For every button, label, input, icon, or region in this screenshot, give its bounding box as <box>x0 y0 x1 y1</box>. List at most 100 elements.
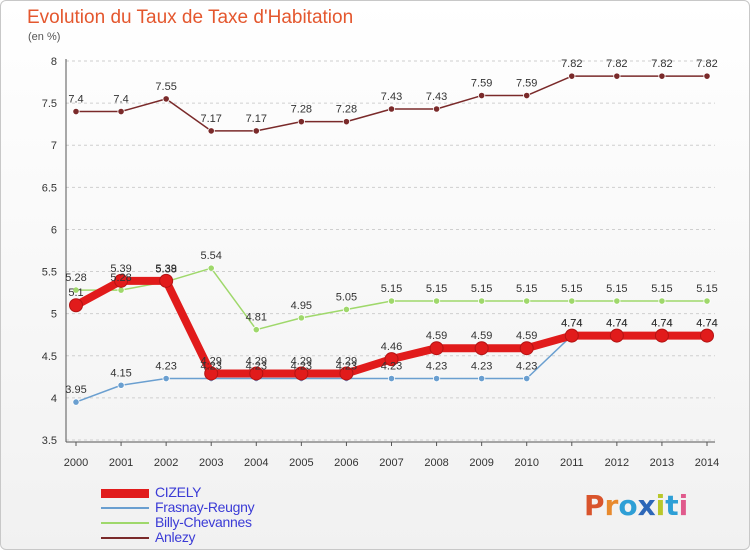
data-point <box>342 305 351 314</box>
data-point <box>387 374 396 383</box>
legend-label: CIZELY <box>155 484 202 500</box>
logo-letter: r <box>604 489 619 522</box>
data-label: 5.15 <box>561 283 582 295</box>
data-label: 4.23 <box>291 361 312 373</box>
data-label: 4.29 <box>336 355 357 367</box>
data-label: 7.4 <box>68 94 83 106</box>
data-label: 4.95 <box>291 300 312 312</box>
data-point <box>474 341 489 356</box>
data-point <box>432 297 441 305</box>
data-label: 5.15 <box>381 283 402 295</box>
x-tick-label: 2007 <box>379 457 403 469</box>
x-tick-label: 2011 <box>560 457 584 469</box>
y-tick-label: 6 <box>51 224 57 236</box>
legend-label: Billy-Chevannes <box>155 514 252 530</box>
data-label: 7.17 <box>246 113 267 125</box>
logo-letter: i <box>655 489 666 522</box>
x-tick-label: 2008 <box>424 457 448 469</box>
data-label: 7.43 <box>381 91 402 103</box>
data-point <box>568 72 576 80</box>
data-label: 5.28 <box>110 272 131 284</box>
y-tick-label: 4 <box>51 393 57 405</box>
data-point <box>519 341 534 356</box>
x-tick-label: 2002 <box>154 457 178 469</box>
data-point <box>204 366 219 381</box>
data-point <box>429 341 444 356</box>
data-point <box>207 264 215 272</box>
data-label: 4.74 <box>606 318 627 330</box>
logo-letter: i <box>678 489 689 522</box>
data-point <box>658 297 666 305</box>
data-label: 4.59 <box>516 330 537 342</box>
data-point <box>339 366 354 381</box>
data-label: 4.23 <box>246 361 267 373</box>
data-label: 4.23 <box>336 361 357 373</box>
legend-swatch <box>101 488 149 498</box>
data-point <box>523 91 531 100</box>
chart-title: Evolution du Taux de Taxe d'Habitation <box>27 7 354 28</box>
data-label: 4.81 <box>246 312 267 324</box>
data-label: 7.55 <box>155 81 176 93</box>
data-label: 4.23 <box>201 361 222 373</box>
data-label: 7.82 <box>651 58 672 70</box>
data-point <box>613 297 621 305</box>
data-point <box>162 374 170 383</box>
data-label: 7.17 <box>201 113 222 125</box>
data-label: 7.59 <box>516 78 537 90</box>
data-point <box>478 91 486 100</box>
data-label: 7.82 <box>606 58 627 70</box>
x-tick-label: 2000 <box>64 457 88 469</box>
data-label: 4.29 <box>291 355 312 367</box>
data-label: 4.23 <box>155 361 176 373</box>
data-label: 4.23 <box>471 361 492 373</box>
data-label: 5.15 <box>606 283 627 295</box>
y-tick-label: 3.5 <box>42 435 57 447</box>
logo-letter: x <box>637 489 656 522</box>
data-label: 5.39 <box>110 263 131 275</box>
data-point <box>117 107 125 116</box>
data-label: 5.38 <box>155 264 176 276</box>
data-point <box>613 72 621 80</box>
data-point <box>207 127 215 135</box>
data-label: 4.74 <box>696 318 717 330</box>
x-tick-label: 2006 <box>334 457 358 469</box>
y-tick-label: 5 <box>51 309 57 321</box>
data-label: 5.15 <box>696 283 717 295</box>
x-tick-label: 2009 <box>469 457 493 469</box>
data-point <box>387 297 396 305</box>
y-tick-label: 7.5 <box>42 98 57 110</box>
data-point <box>609 328 624 343</box>
x-tick-label: 2010 <box>514 457 538 469</box>
data-label: 5.28 <box>65 272 86 284</box>
data-label: 7.82 <box>696 58 717 70</box>
proxiti-logo: Proxiti <box>584 489 688 522</box>
data-point <box>297 118 305 126</box>
data-point <box>387 105 396 113</box>
x-tick-label: 2013 <box>650 457 674 469</box>
data-label: 7.59 <box>471 78 492 90</box>
x-tick-label: 2004 <box>244 457 268 469</box>
data-point <box>658 72 666 80</box>
data-label: 7.82 <box>561 58 582 70</box>
y-tick-label: 7 <box>51 140 57 152</box>
x-tick-label: 2014 <box>695 457 719 469</box>
data-point <box>478 297 486 305</box>
legend-swatch <box>101 507 149 509</box>
data-point <box>564 328 579 343</box>
y-tick-label: 6.5 <box>42 182 57 194</box>
y-tick-label: 8 <box>51 56 57 68</box>
data-point <box>523 297 531 305</box>
data-label: 4.59 <box>471 330 492 342</box>
data-point <box>252 127 260 135</box>
data-label: 4.23 <box>381 361 402 373</box>
chart-unit-label: (en %) <box>28 31 61 43</box>
data-label: 4.29 <box>201 355 222 367</box>
data-point <box>117 381 125 389</box>
x-tick-label: 2003 <box>199 457 223 469</box>
data-point <box>114 273 129 288</box>
data-point <box>568 297 576 305</box>
data-label: 4.59 <box>426 330 447 342</box>
data-point <box>159 273 174 288</box>
x-tick-label: 2001 <box>109 457 133 469</box>
